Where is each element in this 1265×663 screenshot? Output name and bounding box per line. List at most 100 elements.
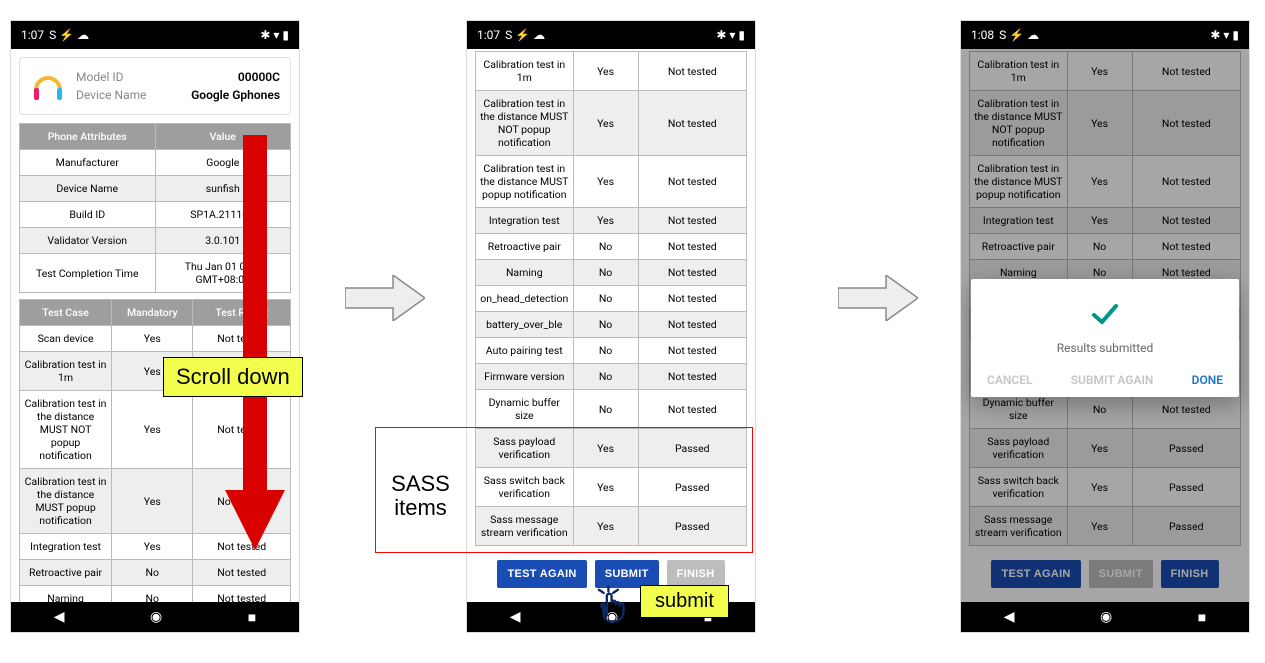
attr-name: Device Name [20, 176, 156, 202]
value-model-id: 00000C [191, 68, 280, 86]
annotation-scroll-down: Scroll down [163, 357, 303, 397]
test-result: Not tested [638, 234, 746, 260]
nav-back-icon[interactable]: ◀ [1004, 609, 1015, 625]
table-row: battery_over_bleNoNot tested [476, 312, 747, 338]
table-row: Retroactive pairNoNot tested [476, 234, 747, 260]
test-name: Calibration test in 1m [20, 352, 112, 391]
status-icons-right: ✱ ▾ ▮ [1210, 28, 1239, 42]
label-model-id: Model ID [76, 68, 181, 86]
test-mandatory: No [573, 338, 638, 364]
tests-h2: Mandatory [112, 300, 193, 326]
table-row: on_head_detectionNoNot tested [476, 286, 747, 312]
annotation-submit: submit [640, 585, 729, 618]
table-row: Dynamic buffer sizeNoNot tested [476, 390, 747, 429]
test-mandatory: Yes [573, 156, 638, 208]
navbar: ◀ ◉ ■ [961, 602, 1249, 632]
test-name: Integration test [476, 208, 574, 234]
test-name: Retroactive pair [20, 560, 112, 586]
test-name: Scan device [20, 326, 112, 352]
test-result: Not tested [638, 156, 746, 208]
test-mandatory: Yes [573, 208, 638, 234]
table-row: NamingNoNot tested [476, 260, 747, 286]
button-row: TEST AGAIN SUBMIT FINISH [467, 560, 755, 588]
test-name: Naming [20, 586, 112, 603]
nav-back-icon[interactable]: ◀ [54, 609, 65, 625]
device-card: Model ID Device Name 00000C Google Gphon… [19, 57, 291, 115]
test-name: Calibration test in the distance MUST po… [20, 469, 112, 534]
table-row: Auto pairing testNoNot tested [476, 338, 747, 364]
phone-3: 1:08 S ⚡ ☁ ✱ ▾ ▮ Calibration test in 1mYe… [960, 20, 1250, 633]
test-again-button[interactable]: TEST AGAIN [497, 560, 586, 588]
test-name: Dynamic buffer size [476, 390, 574, 429]
test-mandatory: No [573, 390, 638, 429]
scroll-down-arrow [225, 135, 285, 550]
dialog-message: Results submitted [981, 341, 1229, 355]
nav-recent-icon[interactable]: ■ [248, 609, 256, 626]
attr-name: Test Completion Time [20, 254, 156, 293]
attr-name: Validator Version [20, 228, 156, 254]
navbar: ◀ ◉ ■ [11, 602, 299, 632]
statusbar: 1:08 S ⚡ ☁ ✱ ▾ ▮ [961, 21, 1249, 49]
test-mandatory: Yes [573, 52, 638, 91]
test-mandatory: Yes [573, 91, 638, 156]
status-icons: S ⚡ ☁ [49, 28, 89, 42]
test-mandatory: No [573, 286, 638, 312]
headphones-icon [30, 68, 66, 104]
test-result: Not tested [193, 586, 291, 603]
test-result: Not tested [193, 560, 291, 586]
submit-button[interactable]: SUBMIT [595, 560, 659, 588]
statusbar: 1:07S ⚡ ☁ ✱ ▾ ▮ [467, 21, 755, 49]
table-row: Calibration test in the distance MUST po… [476, 156, 747, 208]
test-result: Not tested [638, 390, 746, 429]
test-mandatory: Yes [112, 326, 193, 352]
test-name: Calibration test in the distance MUST po… [476, 156, 574, 208]
check-icon [981, 297, 1229, 331]
test-name: Calibration test in 1m [476, 52, 574, 91]
dialog-cancel[interactable]: CANCEL [987, 373, 1032, 387]
test-name: Firmware version [476, 364, 574, 390]
status-icons-right: ✱ ▾ ▮ [260, 28, 289, 42]
content: Calibration test in 1mYesNot testedCalib… [961, 49, 1249, 602]
nav-home-icon[interactable]: ◉ [150, 609, 162, 625]
status-icons: S ⚡ ☁ [999, 28, 1039, 42]
table-row: Integration testYesNot tested [476, 208, 747, 234]
test-result: Not tested [638, 364, 746, 390]
test-result: Not tested [638, 208, 746, 234]
test-name: Calibration test in the distance MUST NO… [20, 391, 112, 469]
test-result: Not tested [638, 312, 746, 338]
test-name: Auto pairing test [476, 338, 574, 364]
table-row: Calibration test in the distance MUST NO… [476, 91, 747, 156]
test-result: Not tested [638, 52, 746, 91]
finish-button[interactable]: FINISH [667, 560, 725, 588]
test-result: Not tested [638, 338, 746, 364]
results-dialog: Results submitted CANCEL SUBMIT AGAIN DO… [971, 279, 1239, 397]
test-mandatory: No [573, 234, 638, 260]
test-name: Retroactive pair [476, 234, 574, 260]
attr-name: Manufacturer [20, 150, 156, 176]
test-mandatory: No [573, 312, 638, 338]
value-device-name: Google Gphones [191, 86, 280, 104]
label-device-name: Device Name [76, 86, 181, 104]
test-result: Not tested [638, 260, 746, 286]
test-result: Not tested [638, 286, 746, 312]
test-mandatory: Yes [112, 469, 193, 534]
dialog-submit-again[interactable]: SUBMIT AGAIN [1071, 373, 1154, 387]
pointer-hand-icon [591, 585, 629, 623]
clock: 1:07 [21, 28, 44, 42]
nav-home-icon[interactable]: ◉ [1100, 609, 1112, 625]
test-mandatory: Yes [112, 391, 193, 469]
status-icons: S ⚡ ☁ [505, 28, 545, 42]
table-row: NamingNoNot tested [20, 586, 291, 603]
stage: 1:07S ⚡ ☁ ✱ ▾ ▮ Model ID Device Name 0 [0, 0, 1265, 663]
test-name: Integration test [20, 534, 112, 560]
clock: 1:08 [971, 28, 994, 42]
dialog-done[interactable]: DONE [1192, 373, 1223, 387]
test-mandatory: No [112, 586, 193, 603]
attr-h1: Phone Attributes [20, 124, 156, 150]
nav-back-icon[interactable]: ◀ [510, 609, 521, 625]
flow-arrow-1 [345, 275, 425, 321]
nav-recent-icon[interactable]: ■ [1198, 609, 1206, 626]
annotation-sass-items: SASSitems [378, 472, 463, 520]
attr-name: Build ID [20, 202, 156, 228]
test-mandatory: No [573, 260, 638, 286]
